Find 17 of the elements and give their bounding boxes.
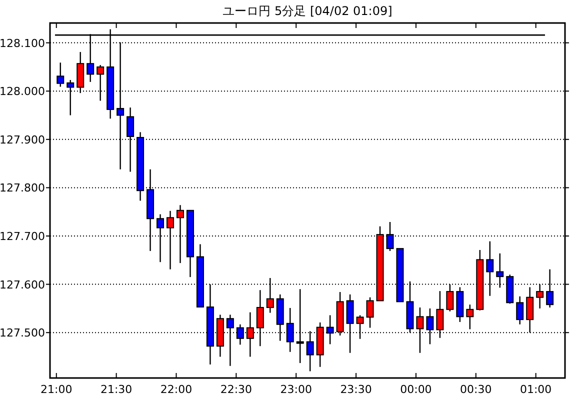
y-tick-label: 127.800 (0, 182, 45, 195)
x-tick-label: 01:00 (520, 383, 552, 396)
y-tick-label: 127.500 (0, 326, 45, 340)
x-tick-label: 23:30 (340, 383, 372, 396)
x-tick-label: 23:00 (280, 383, 312, 396)
x-tick-label: 21:30 (100, 383, 132, 396)
x-tick-label: 00:30 (460, 383, 492, 396)
y-tick-label: 128.000 (0, 85, 45, 98)
x-tick-label: 00:00 (400, 383, 432, 396)
title: ユーロ円 5分足 [04/02 01:09] (222, 4, 392, 18)
x-tick-label: 22:30 (220, 383, 252, 396)
x-tick-label: 21:00 (40, 383, 72, 396)
y-tick-label: 127.700 (0, 230, 45, 243)
y-tick-label: 128.100 (0, 36, 45, 50)
y-tick-label: 127.600 (0, 278, 45, 292)
x-tick-label: 22:00 (160, 383, 192, 396)
y-tick-label: 127.900 (0, 133, 45, 146)
